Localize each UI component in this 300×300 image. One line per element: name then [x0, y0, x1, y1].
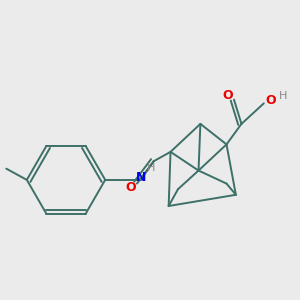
Text: O: O [222, 88, 232, 102]
Text: H: H [279, 91, 287, 101]
Text: O: O [265, 94, 276, 107]
Text: N: N [136, 172, 146, 184]
Text: O: O [125, 181, 136, 194]
Text: H: H [147, 163, 155, 173]
